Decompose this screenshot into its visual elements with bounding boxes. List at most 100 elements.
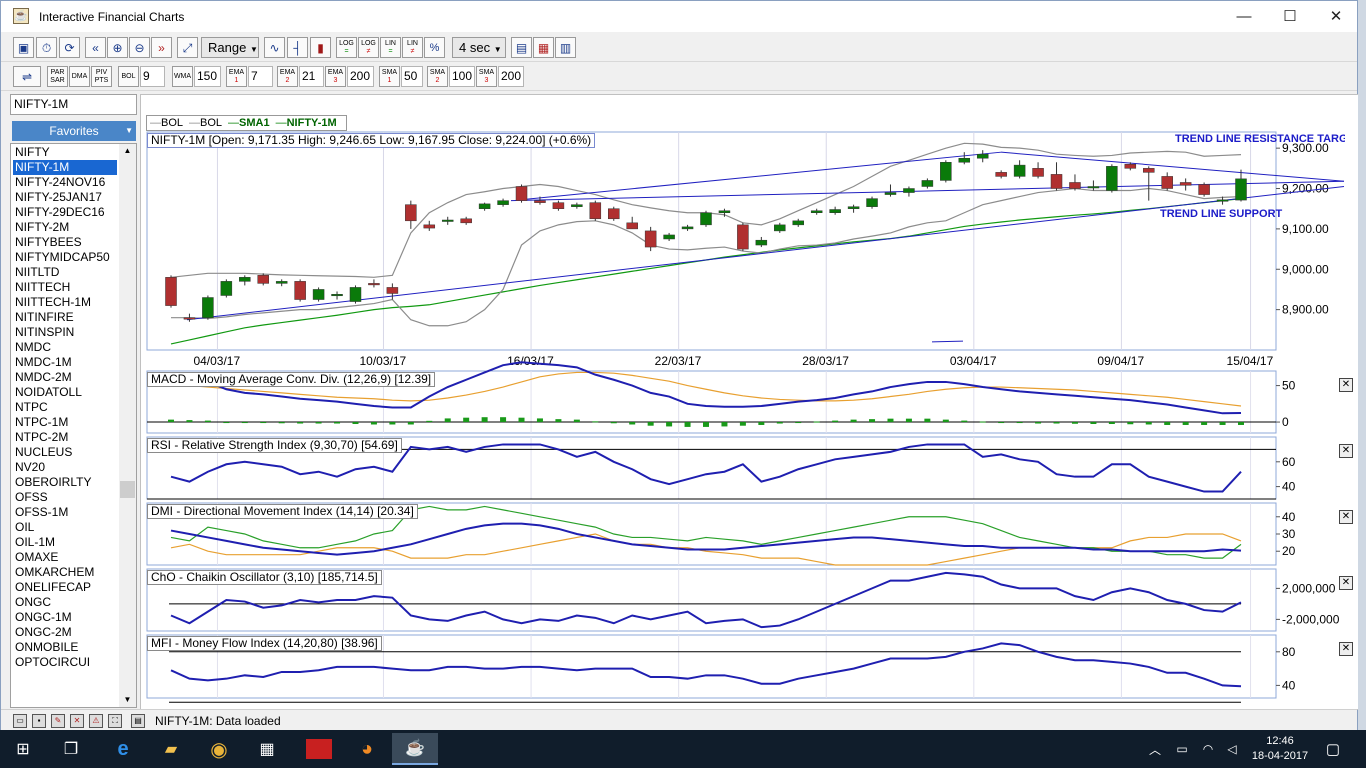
wma-period-field[interactable]: 150 [194,66,221,87]
symbol-item[interactable]: NOIDATOLL [15,385,82,399]
symbol-item[interactable]: NIFTY-24NOV16 [15,175,106,189]
minimize-button[interactable]: — [1236,8,1252,25]
java-app-taskbar-icon[interactable]: ☕ [392,733,438,765]
bol-button[interactable]: BOL [118,66,139,87]
sma3-period-field[interactable]: 200 [498,66,524,87]
close-indicator-icon[interactable]: ✕ [1339,378,1353,392]
sma2-button[interactable]: SMA 2 [427,66,448,87]
windows-start-icon[interactable]: ⊞ [16,741,30,758]
edge-browser-icon[interactable]: e [117,737,129,760]
symbol-item[interactable]: NUCLEUS [15,445,73,459]
interval-dropdown[interactable]: 4 sec ▼ [452,37,506,58]
chrome-icon[interactable]: ◉ [210,738,228,761]
symbol-item[interactable]: NTPC [15,400,48,414]
symbol-item[interactable]: ONGC [15,595,51,609]
calculator-icon[interactable]: ▦ [259,741,275,758]
symbol-item[interactable]: OBEROIRLTY [15,475,92,489]
linear-scale-button[interactable]: LIN = [380,37,401,58]
scroll-thumb[interactable] [120,481,135,498]
symbol-item[interactable]: OPTOCIRCUI [15,655,91,669]
candlestick-icon[interactable]: ▮ [310,37,331,58]
symbol-item[interactable]: NIITTECH [15,280,71,294]
symbol-item[interactable]: NIFTY-1M [13,160,117,175]
line-chart-icon[interactable]: ∿ [264,37,285,58]
symbol-item[interactable]: NIFTY-2M [15,220,70,234]
chart-settings-icon[interactable]: ▤ [511,37,532,58]
symbol-item[interactable]: ONELIFECAP [15,580,92,594]
export-icon[interactable]: ▥ [555,37,576,58]
log-scale-button[interactable]: LOG = [336,37,357,58]
firefox-icon[interactable]: ◕ [360,737,374,760]
symbol-item[interactable]: NITINFIRE [15,310,74,324]
sma2-period-field[interactable]: 100 [449,66,475,87]
timer-icon[interactable]: ⏱ [36,37,57,58]
parabolic-sar-button[interactable]: PAR SAR [47,66,68,87]
close-indicator-icon[interactable]: ✕ [1339,576,1353,590]
ema1-button[interactable]: EMA 1 [226,66,247,87]
delete-icon[interactable]: ✕ [70,714,84,728]
symbol-item[interactable]: NMDC-2M [15,370,72,384]
symbol-input[interactable]: NIFTY-1M [10,94,137,115]
ema2-period-field[interactable]: 21 [299,66,324,87]
show-hidden-icons[interactable]: ︿ [1148,742,1161,757]
symbol-item[interactable]: NIFTY-29DEC16 [15,205,105,219]
zoom-reset-icon[interactable]: ⤢ [177,37,198,58]
symbol-item[interactable]: NMDC [15,340,51,354]
symbol-item[interactable]: OMKARCHEM [15,565,95,579]
symbol-item[interactable]: NIITLTD [15,265,60,279]
symbol-item[interactable]: NIITTECH-1M [15,295,91,309]
favorites-dropdown[interactable]: Favorites ▼ [12,121,136,141]
range-dropdown[interactable]: Range ▼ [201,37,259,58]
symbol-item[interactable]: NITINSPIN [15,325,75,339]
zoom-in-icon[interactable]: ⊕ [107,37,128,58]
save-icon[interactable]: ▪ [32,714,46,728]
symbol-item[interactable]: NTPC-2M [15,430,69,444]
bar-chart-icon[interactable]: ┤ [287,37,308,58]
log-scale-alt-button[interactable]: LOG ≠ [358,37,379,58]
file-explorer-icon[interactable]: ▰ [164,741,178,758]
chart-window-icon[interactable]: ▣ [13,37,34,58]
open-icon[interactable]: ▭ [13,714,27,728]
symbol-item[interactable]: ONMOBILE [15,640,79,654]
symbol-item[interactable]: NIFTY-25JAN17 [15,190,102,204]
close-button[interactable]: ✕ [1329,8,1343,25]
bol-period-field[interactable]: 9 [140,66,165,87]
system-clock[interactable]: 12:46 18-04-2017 [1250,734,1310,764]
indicator-chart-icon[interactable]: ⇌ [13,66,41,87]
symbol-item[interactable]: NV20 [15,460,46,474]
scroll-back-icon[interactable]: « [85,37,106,58]
ema1-period-field[interactable]: 7 [248,66,273,87]
symbol-item[interactable]: OMAXE [15,550,59,564]
app-red-icon[interactable] [296,733,342,765]
sma1-period-field[interactable]: 50 [401,66,423,87]
maximize-button[interactable]: ☐ [1283,8,1297,25]
volume-icon[interactable]: ◁ [1227,742,1237,756]
task-view-icon[interactable]: ❐ [63,741,79,758]
symbol-item[interactable]: ONGC-2M [15,625,72,639]
notifications-icon[interactable]: ▢ [1325,741,1341,758]
alert-icon[interactable]: ⚠ [89,714,103,728]
color-palette-icon[interactable]: ▦ [533,37,554,58]
symbol-item[interactable]: OFSS [15,490,48,504]
wifi-icon[interactable]: ◠ [1202,742,1214,756]
linear-scale-alt-button[interactable]: LIN ≠ [402,37,423,58]
percent-button[interactable]: % [424,37,445,58]
symbol-item[interactable]: ONGC-1M [15,610,72,624]
sma1-button[interactable]: SMA 1 [379,66,400,87]
ema3-button[interactable]: EMA 3 [325,66,346,87]
scroll-forward-icon[interactable]: » [151,37,172,58]
symbol-item[interactable]: NTPC-1M [15,415,69,429]
ema2-button[interactable]: EMA 2 [277,66,298,87]
refresh-icon[interactable]: ⟳ [59,37,80,58]
pivot-points-button[interactable]: PIV PTS [91,66,112,87]
scroll-up-icon[interactable]: ▲ [123,146,132,155]
close-indicator-icon[interactable]: ✕ [1339,642,1353,656]
print-icon[interactable]: ▤ [131,714,145,728]
close-indicator-icon[interactable]: ✕ [1339,510,1353,524]
fullscreen-icon[interactable]: ⛶ [108,714,122,728]
wma-button[interactable]: WMA [172,66,193,87]
battery-icon[interactable]: ▭ [1176,742,1188,756]
symbol-item[interactable]: NIFTYBEES [15,235,82,249]
symbol-item[interactable]: OIL-1M [15,535,56,549]
symbol-item[interactable]: OIL [15,520,35,534]
